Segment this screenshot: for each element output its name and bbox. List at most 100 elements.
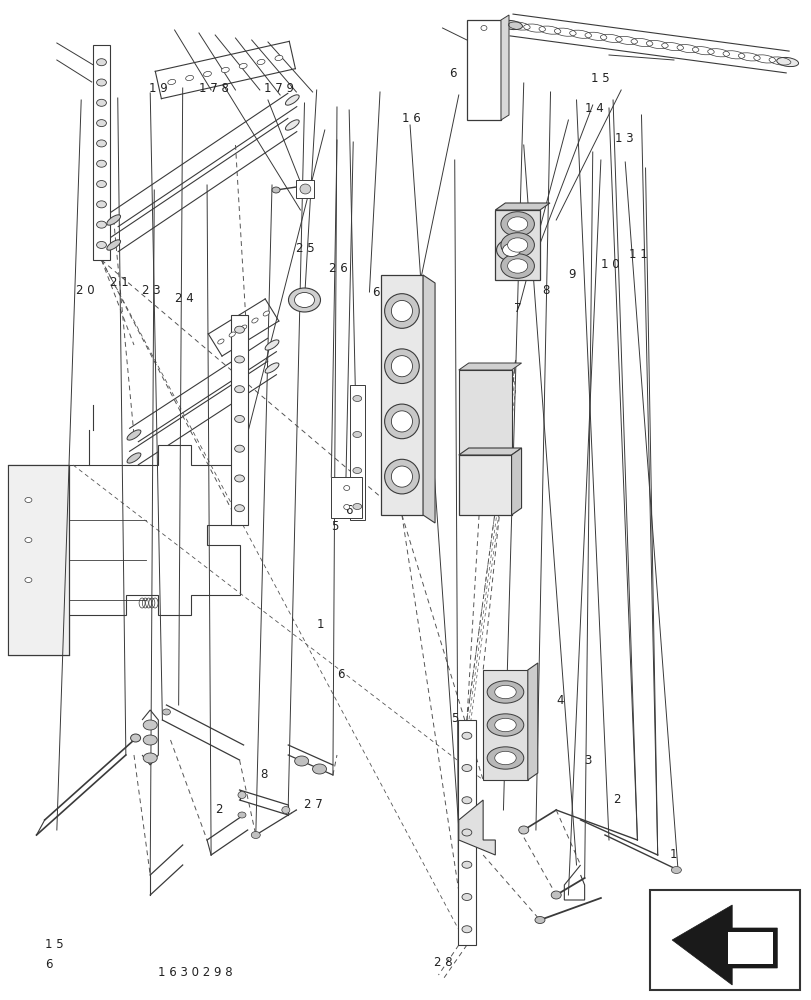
Ellipse shape bbox=[500, 254, 534, 278]
Ellipse shape bbox=[229, 332, 235, 337]
Text: 1 9: 1 9 bbox=[148, 82, 167, 95]
Ellipse shape bbox=[507, 259, 527, 273]
Ellipse shape bbox=[343, 504, 350, 510]
Polygon shape bbox=[495, 203, 549, 210]
Text: 2: 2 bbox=[215, 803, 222, 816]
Text: 1 7 8: 1 7 8 bbox=[199, 82, 229, 95]
Ellipse shape bbox=[272, 187, 280, 193]
Ellipse shape bbox=[264, 340, 279, 350]
Text: 9: 9 bbox=[568, 268, 575, 282]
Ellipse shape bbox=[263, 311, 269, 316]
Ellipse shape bbox=[168, 79, 175, 85]
Ellipse shape bbox=[251, 831, 260, 838]
Ellipse shape bbox=[461, 829, 471, 836]
Bar bbox=[457, 720, 475, 945]
Polygon shape bbox=[458, 448, 521, 455]
Polygon shape bbox=[511, 448, 521, 515]
Text: 1 1: 1 1 bbox=[629, 248, 647, 261]
Ellipse shape bbox=[494, 751, 516, 765]
Ellipse shape bbox=[487, 714, 523, 736]
Ellipse shape bbox=[234, 326, 244, 333]
Ellipse shape bbox=[353, 395, 361, 401]
Text: 1 6: 1 6 bbox=[401, 112, 420, 125]
Ellipse shape bbox=[551, 891, 560, 899]
Ellipse shape bbox=[107, 240, 120, 250]
Bar bbox=[466, 20, 500, 120]
Ellipse shape bbox=[480, 26, 487, 31]
Ellipse shape bbox=[264, 363, 279, 373]
Ellipse shape bbox=[234, 356, 244, 363]
Ellipse shape bbox=[391, 300, 412, 322]
Text: 3: 3 bbox=[584, 754, 591, 766]
Ellipse shape bbox=[507, 217, 527, 231]
Text: 7: 7 bbox=[513, 302, 521, 314]
Text: 8: 8 bbox=[542, 284, 549, 298]
Ellipse shape bbox=[500, 20, 521, 30]
Ellipse shape bbox=[131, 734, 140, 742]
Ellipse shape bbox=[97, 241, 106, 248]
Ellipse shape bbox=[518, 826, 528, 834]
Text: 2 3: 2 3 bbox=[142, 284, 161, 296]
Ellipse shape bbox=[294, 292, 314, 308]
Ellipse shape bbox=[285, 95, 298, 105]
Ellipse shape bbox=[384, 404, 418, 439]
Bar bbox=[380, 275, 423, 515]
Ellipse shape bbox=[353, 468, 361, 474]
Ellipse shape bbox=[502, 243, 520, 256]
Ellipse shape bbox=[97, 181, 106, 188]
Ellipse shape bbox=[312, 764, 326, 774]
Text: 2 5: 2 5 bbox=[296, 241, 315, 254]
Text: 1 6 3 0 2 9 8: 1 6 3 0 2 9 8 bbox=[158, 966, 233, 979]
Ellipse shape bbox=[204, 71, 211, 77]
Polygon shape bbox=[727, 932, 772, 964]
Ellipse shape bbox=[534, 916, 544, 923]
Ellipse shape bbox=[294, 756, 308, 766]
Ellipse shape bbox=[238, 812, 246, 818]
Ellipse shape bbox=[285, 120, 298, 130]
Text: 1 4: 1 4 bbox=[584, 102, 603, 115]
Ellipse shape bbox=[25, 578, 32, 582]
Text: 2 6: 2 6 bbox=[328, 261, 347, 274]
Bar bbox=[458, 455, 511, 515]
Polygon shape bbox=[458, 800, 495, 855]
Ellipse shape bbox=[240, 325, 247, 330]
Ellipse shape bbox=[461, 861, 471, 868]
Ellipse shape bbox=[25, 538, 32, 542]
Ellipse shape bbox=[97, 201, 106, 208]
Text: 2 4: 2 4 bbox=[174, 292, 193, 304]
Text: 2 8: 2 8 bbox=[434, 956, 453, 969]
Text: 8: 8 bbox=[260, 768, 267, 781]
Text: 6: 6 bbox=[337, 668, 344, 682]
Text: 1 7 9: 1 7 9 bbox=[264, 82, 294, 95]
Bar bbox=[92, 45, 110, 260]
Ellipse shape bbox=[461, 732, 471, 739]
Text: 2 7: 2 7 bbox=[304, 798, 323, 811]
Ellipse shape bbox=[186, 75, 193, 81]
Text: 2 0: 2 0 bbox=[75, 284, 94, 296]
Ellipse shape bbox=[299, 184, 311, 194]
Bar bbox=[649, 890, 799, 990]
Ellipse shape bbox=[487, 747, 523, 769]
Text: 5: 5 bbox=[450, 712, 457, 724]
Polygon shape bbox=[500, 15, 508, 120]
Bar bbox=[331, 477, 362, 518]
Ellipse shape bbox=[162, 709, 170, 715]
Ellipse shape bbox=[461, 797, 471, 804]
Ellipse shape bbox=[221, 67, 229, 73]
Ellipse shape bbox=[143, 753, 157, 763]
Ellipse shape bbox=[391, 356, 412, 377]
Text: 1 5: 1 5 bbox=[590, 72, 609, 85]
Ellipse shape bbox=[384, 459, 418, 494]
Ellipse shape bbox=[97, 140, 106, 147]
Ellipse shape bbox=[494, 718, 516, 732]
Ellipse shape bbox=[353, 504, 361, 510]
Bar bbox=[483, 670, 527, 780]
Ellipse shape bbox=[500, 233, 534, 257]
Ellipse shape bbox=[217, 339, 224, 344]
Polygon shape bbox=[458, 363, 521, 370]
Ellipse shape bbox=[234, 386, 244, 393]
Polygon shape bbox=[527, 663, 537, 780]
Text: 6: 6 bbox=[371, 286, 379, 298]
Bar bbox=[8, 465, 69, 655]
Ellipse shape bbox=[234, 475, 244, 482]
